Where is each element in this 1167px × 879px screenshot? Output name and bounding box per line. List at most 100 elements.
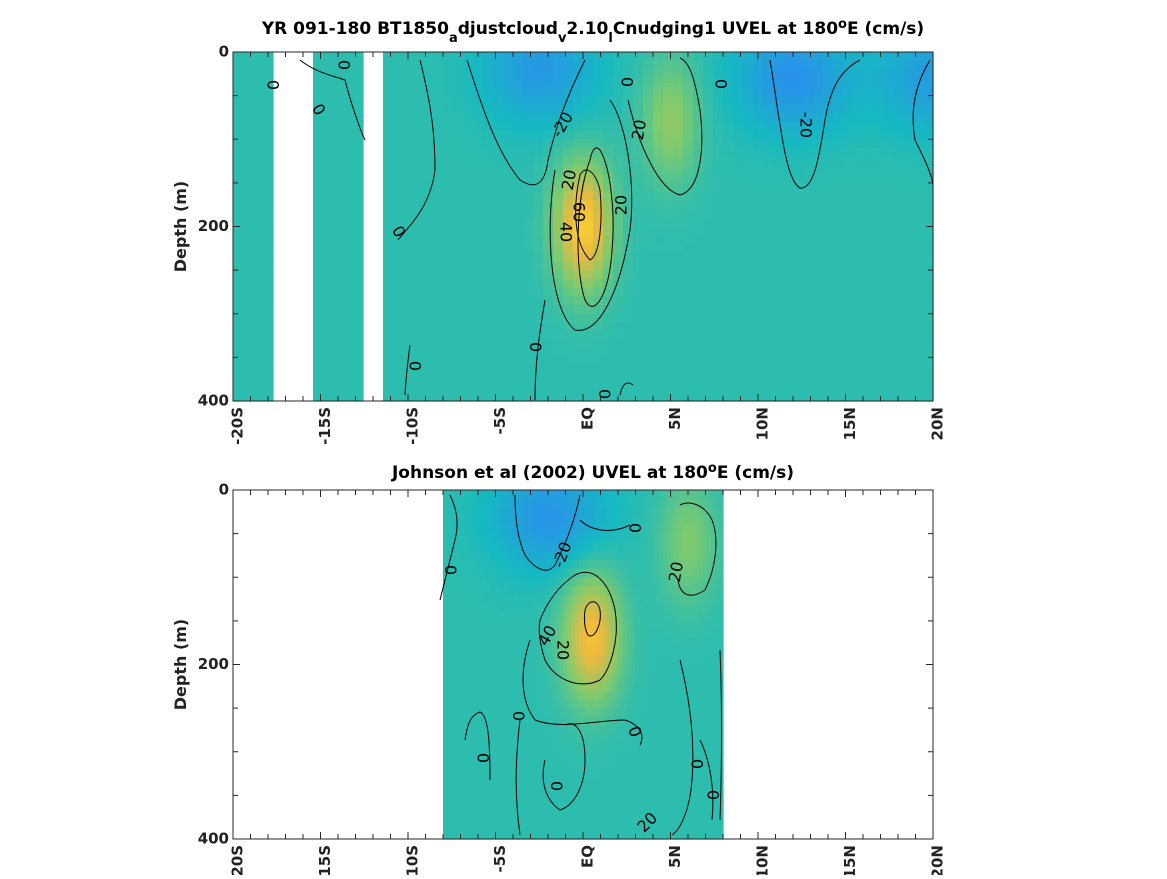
heatmap-cell xyxy=(531,595,536,604)
heatmap-cell xyxy=(503,52,514,61)
heatmap-cell xyxy=(487,534,492,543)
heatmap-cell xyxy=(393,305,404,314)
heatmap-cell xyxy=(253,113,264,122)
heatmap-cell xyxy=(543,752,548,761)
heatmap-cell xyxy=(853,104,864,113)
heatmap-cell xyxy=(487,717,492,726)
heatmap-cell xyxy=(667,760,672,769)
heatmap-cell xyxy=(667,787,672,796)
heatmap-cell xyxy=(493,305,504,314)
contour-label: 0 xyxy=(527,342,546,352)
heatmap-cell xyxy=(713,261,724,270)
heatmap-cell xyxy=(511,665,516,674)
heatmap-cell xyxy=(667,752,672,761)
heatmap-cell xyxy=(591,673,596,682)
heatmap-cell xyxy=(491,769,496,778)
heatmap-cell xyxy=(503,577,508,586)
heatmap-cell xyxy=(535,577,540,586)
heatmap-cell xyxy=(559,752,564,761)
heatmap-cell xyxy=(723,392,734,401)
heatmap-cell xyxy=(587,699,592,708)
heatmap-cell xyxy=(483,516,488,525)
heatmap-cell xyxy=(447,760,452,769)
heatmap-cell xyxy=(623,340,634,349)
heatmap-cell xyxy=(659,734,664,743)
heatmap-cell xyxy=(773,122,784,131)
heatmap-cell xyxy=(803,253,814,262)
heatmap-cell xyxy=(673,322,684,331)
heatmap-cell xyxy=(353,314,364,323)
heatmap-cell xyxy=(491,560,496,569)
heatmap-cell xyxy=(447,778,452,787)
heatmap-cell xyxy=(583,577,588,586)
heatmap-cell xyxy=(595,795,600,804)
heatmap-cell xyxy=(667,708,672,717)
heatmap-cell xyxy=(643,507,648,516)
heatmap-cell xyxy=(623,717,628,726)
heatmap-cell xyxy=(703,349,714,358)
heatmap-cell xyxy=(663,778,668,787)
heatmap-cell xyxy=(531,516,536,525)
heatmap-cell xyxy=(475,778,480,787)
heatmap-cell xyxy=(673,148,684,157)
heatmap-cell xyxy=(499,708,504,717)
heatmap-cell xyxy=(893,305,904,314)
heatmap-cell xyxy=(559,726,564,735)
heatmap-cell xyxy=(491,699,496,708)
heatmap-cell xyxy=(423,235,434,244)
heatmap-cell xyxy=(353,157,364,166)
heatmap-cell xyxy=(533,192,544,201)
heatmap-cell xyxy=(323,139,334,148)
heatmap-cell xyxy=(523,288,534,297)
heatmap-cell xyxy=(515,560,520,569)
heatmap-cell xyxy=(383,244,394,253)
heatmap-cell xyxy=(723,104,734,113)
heatmap-cell xyxy=(833,96,844,105)
heatmap-cell xyxy=(853,96,864,105)
heatmap-cell xyxy=(533,200,544,209)
heatmap-cell xyxy=(733,104,744,113)
heatmap-cell xyxy=(233,52,244,61)
heatmap-cell xyxy=(591,699,596,708)
heatmap-cell xyxy=(253,87,264,96)
heatmap-cell xyxy=(863,69,874,78)
heatmap-cell xyxy=(843,392,854,401)
heatmap-cell xyxy=(823,288,834,297)
heatmap-cell xyxy=(813,253,824,262)
heatmap-cell xyxy=(913,288,924,297)
heatmap-cell xyxy=(643,665,648,674)
heatmap-cell xyxy=(873,261,884,270)
heatmap-cell xyxy=(631,542,636,551)
heatmap-cell xyxy=(599,499,604,508)
heatmap-cell xyxy=(627,752,632,761)
heatmap-cell xyxy=(533,87,544,96)
heatmap-cell xyxy=(673,253,684,262)
heatmap-cell xyxy=(783,392,794,401)
heatmap-cell xyxy=(635,769,640,778)
heatmap-cell xyxy=(383,384,394,393)
heatmap-cell xyxy=(475,734,480,743)
heatmap-cell xyxy=(913,174,924,183)
heatmap-cell xyxy=(703,148,714,157)
heatmap-cell xyxy=(459,830,464,839)
heatmap-cell xyxy=(619,621,624,630)
heatmap-cell xyxy=(471,499,476,508)
heatmap-cell xyxy=(243,340,254,349)
heatmap-cell xyxy=(553,322,564,331)
heatmap-cell xyxy=(587,621,592,630)
heatmap-cell xyxy=(471,743,476,752)
heatmap-cell xyxy=(603,638,608,647)
heatmap-cell xyxy=(443,708,448,717)
heatmap-cell xyxy=(853,366,864,375)
heatmap-cell xyxy=(773,253,784,262)
heatmap-cell xyxy=(583,813,588,822)
heatmap-cell xyxy=(663,227,674,236)
heatmap-cell xyxy=(353,52,364,61)
heatmap-cell xyxy=(493,392,504,401)
heatmap-cell xyxy=(463,122,474,131)
heatmap-cell xyxy=(433,349,444,358)
heatmap-cell xyxy=(823,235,834,244)
heatmap-cell xyxy=(873,244,884,253)
heatmap-cell xyxy=(843,104,854,113)
heatmap-cell xyxy=(343,139,354,148)
